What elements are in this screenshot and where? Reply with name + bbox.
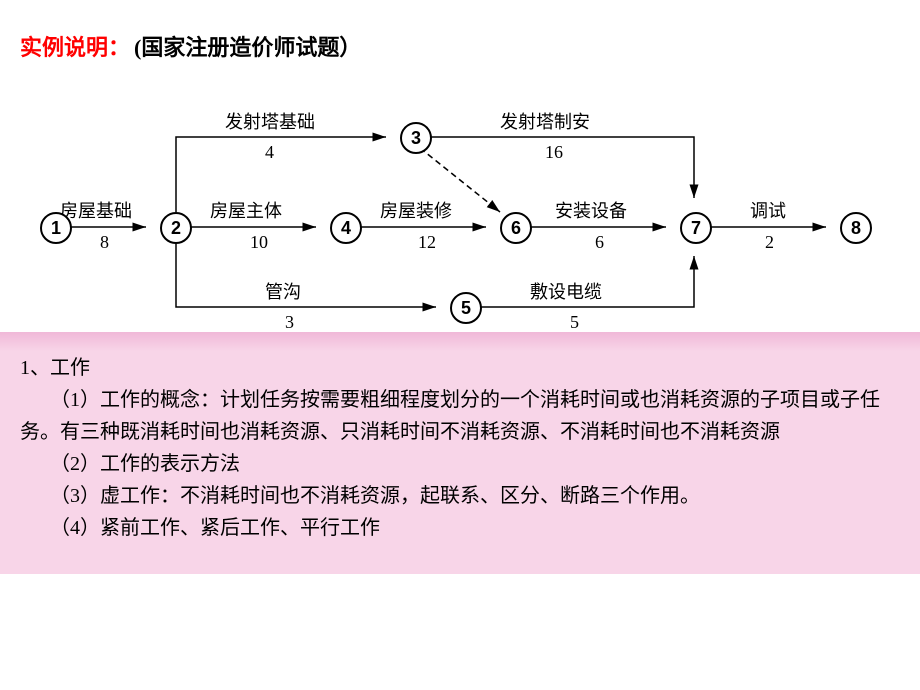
node-5: 5: [450, 292, 482, 324]
explain-p1-text: （1）工作的概念：计划任务按需要粗细程度划分的一个消耗时间或也消耗资源的子项目或…: [20, 389, 880, 443]
explanation-panel: 1、工作 （1）工作的概念：计划任务按需要粗细程度划分的一个消耗时间或也消耗资源…: [0, 332, 920, 574]
explain-p3-text: （3）虚工作：不消耗时间也不消耗资源，起联系、区分、断路三个作用。: [60, 485, 700, 507]
title-black: (国家注册造价师试题）: [134, 35, 361, 60]
explain-p4: （4）紧前工作、紧后工作、平行工作: [20, 512, 900, 544]
node-7: 7: [680, 212, 712, 244]
title-red: 实例说明：: [20, 35, 130, 60]
explain-p2-text: （2）工作的表示方法: [60, 453, 240, 475]
explain-heading: 1、工作: [20, 352, 900, 384]
node-8: 8: [840, 212, 872, 244]
node-4: 4: [330, 212, 362, 244]
node-2: 2: [160, 212, 192, 244]
explain-p3: （3）虚工作：不消耗时间也不消耗资源，起联系、区分、断路三个作用。: [20, 480, 900, 512]
explain-p2: （2）工作的表示方法: [20, 448, 900, 480]
node-6: 6: [500, 212, 532, 244]
explain-p4-text: （4）紧前工作、紧后工作、平行工作: [60, 517, 380, 539]
title-area: 实例说明： (国家注册造价师试题）: [0, 0, 920, 72]
node-3: 3: [400, 122, 432, 154]
network-diagram: 1 2 3 4 5 6 7 8 房屋基础 8 发射塔基础 4 房屋主体 10 管…: [0, 72, 920, 332]
node-1: 1: [40, 212, 72, 244]
explain-p1: （1）工作的概念：计划任务按需要粗细程度划分的一个消耗时间或也消耗资源的子项目或…: [20, 384, 900, 448]
